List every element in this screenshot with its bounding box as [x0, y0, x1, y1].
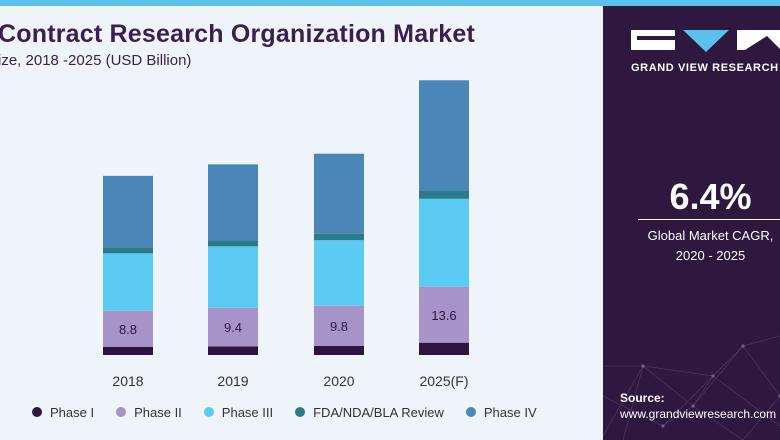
brand-name: GRAND VIEW RESEARCH: [631, 62, 779, 74]
cagr-label: Global Market CAGR,: [647, 228, 774, 243]
legend-swatch: [465, 407, 476, 417]
bar-phase-ii-2025-f: [419, 286, 469, 343]
bar-phase-i-2020: [314, 345, 364, 355]
bar-fda-nda-bla-review-2019: [208, 240, 258, 247]
bar-phase-i-2025-f: [419, 342, 469, 355]
chart-legend: Phase I Phase II Phase III FDA/NDA/BLA Revi…: [32, 404, 559, 420]
legend-swatch: [203, 407, 214, 417]
bar-phase-iii-2019: [208, 246, 258, 308]
chart-title: Contract Research Organization Market: [0, 20, 475, 48]
legend-label: Phase I: [50, 404, 95, 420]
grand-view-research-logo: [631, 30, 780, 52]
legend-item-phase-ii: Phase II: [116, 405, 182, 420]
legend-swatch: [116, 407, 127, 417]
network-mesh-graphic: [603, 335, 780, 440]
bar-phase-ii-2018: [103, 310, 153, 347]
cagr-period: 2020 - 2025: [675, 248, 746, 263]
legend-item-phase-iii: Phase III: [203, 404, 274, 420]
x-tick-label-2019: 2019: [217, 373, 248, 389]
bar-phase-iv-2025-f: [419, 80, 469, 191]
bar-phase-iii-2018: [103, 253, 153, 311]
top-accent-bar: [0, 0, 780, 6]
stacked-bar-chart: 8.8 2018 9.4 2019 9.8 2020 13.6 2025(F): [103, 80, 469, 389]
bar-phase-iv-2019: [208, 164, 258, 241]
bar-phase-iii-2025-f: [419, 198, 469, 287]
cagr-value: 6.4%: [669, 176, 752, 217]
bar-fda-nda-bla-review-2025-f: [419, 191, 469, 199]
x-tick-label-2018: 2018: [112, 373, 143, 389]
source-url[interactable]: www.grandviewresearch.com: [620, 407, 777, 421]
bar-phase-iv-2020: [314, 153, 364, 234]
bar-fda-nda-bla-review-2020: [314, 233, 364, 241]
data-label-2025-f: 13.6: [431, 308, 456, 323]
legend-label: FDA/NDA/BLA Review: [313, 404, 444, 420]
bar-phase-i-2018: [103, 346, 153, 355]
bar-phase-ii-2020: [314, 305, 364, 346]
legend-item-fda-nda-bla-review: FDA/NDA/BLA Review: [295, 405, 444, 420]
legend-item-phase-iv: Phase IV: [465, 404, 537, 420]
legend-swatch: [32, 407, 42, 417]
bar-phase-ii-2019: [208, 307, 258, 347]
legend-item-phase-i: Phase I: [32, 405, 94, 420]
bar-phase-i-2019: [208, 346, 258, 355]
legend-label: Phase III: [221, 404, 274, 420]
bar-fda-nda-bla-review-2018: [103, 247, 153, 254]
chart-panel: [0, 6, 603, 440]
legend-label: Phase II: [134, 404, 182, 420]
data-label-2018: 8.8: [119, 322, 137, 337]
x-tick-label-2025-f: 2025(F): [419, 373, 468, 389]
source-label: Source:: [620, 391, 665, 405]
data-label-2019: 9.4: [224, 320, 242, 335]
info-panel: GRAND VIEW RESEARCH 6.4% Global Market C…: [603, 6, 780, 440]
data-label-2020: 9.8: [330, 319, 348, 334]
x-tick-label-2020: 2020: [323, 373, 354, 389]
chart-subtitle: ize, 2018 -2025 (USD Billion): [0, 52, 192, 69]
bar-phase-iii-2020: [314, 240, 364, 306]
bar-phase-iv-2018: [103, 175, 153, 248]
cagr-divider: [638, 219, 780, 220]
legend-label: Phase IV: [483, 404, 537, 420]
legend-swatch: [295, 407, 306, 417]
